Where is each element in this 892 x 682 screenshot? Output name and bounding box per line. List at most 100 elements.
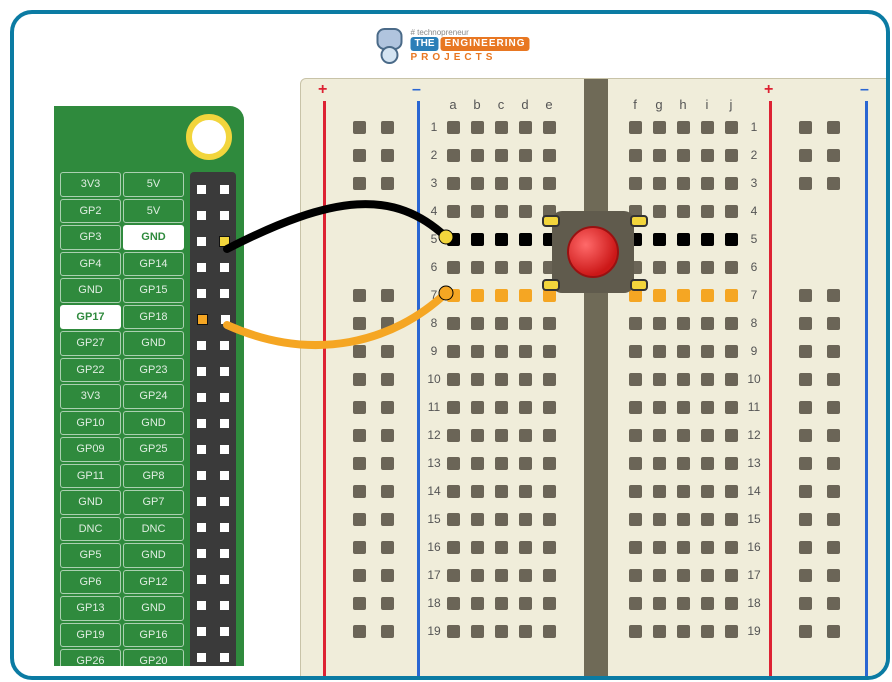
breadboard-hole [353,177,366,190]
breadboard-hole [519,317,532,330]
row-number: 19 [425,624,443,638]
breadboard-hole [653,289,666,302]
breadboard-hole [353,569,366,582]
breadboard-hole [827,485,840,498]
breadboard-hole [471,569,484,582]
breadboard-hole [701,429,714,442]
breadboard-hole [381,289,394,302]
breadboard-hole [701,569,714,582]
pin-label-GP18: GP18 [123,305,184,330]
row-number: 7 [425,288,443,302]
breadboard-hole [725,625,738,638]
pin-label-GND: GND [123,331,184,356]
row-number: 2 [425,148,443,162]
breadboard-hole [471,149,484,162]
breadboard-hole [653,149,666,162]
breadboard-hole [629,401,642,414]
breadboard-hole [799,317,812,330]
breadboard-hole [629,177,642,190]
breadboard-hole [543,597,556,610]
pin-label-GP24: GP24 [123,384,184,409]
pin-label-GP17: GP17 [60,305,121,330]
pin-label-GND: GND [123,543,184,568]
breadboard-hole [495,261,508,274]
breadboard-hole [471,485,484,498]
row-number: 3 [425,176,443,190]
breadboard-hole [827,121,840,134]
breadboard-hole [471,625,484,638]
breadboard-hole [827,177,840,190]
breadboard-hole [701,373,714,386]
breadboard-hole [495,289,508,302]
row-number: 3 [745,176,763,190]
breadboard-hole [495,373,508,386]
pin-label-3V3: 3V3 [60,172,121,197]
pin-label-GND: GND [60,278,121,303]
rail-symbol: + [318,81,327,99]
breadboard-hole [653,401,666,414]
column-label: g [651,97,667,112]
breadboard-hole [447,625,460,638]
row-number: 1 [425,120,443,134]
breadboard-hole [519,485,532,498]
breadboard-hole [495,625,508,638]
breadboard-hole [629,541,642,554]
pin-label-DNC: DNC [60,517,121,542]
breadboard-hole [447,457,460,470]
breadboard-hole [471,513,484,526]
breadboard-hole [629,485,642,498]
breadboard-hole [447,317,460,330]
breadboard-hole [799,569,812,582]
breadboard-hole [447,569,460,582]
pin-label-GP12: GP12 [123,570,184,595]
breadboard-hole [381,457,394,470]
power-rail-line [417,101,420,679]
breadboard-hole [471,541,484,554]
row-number: 9 [425,344,443,358]
breadboard-hole [471,429,484,442]
breadboard-hole [495,485,508,498]
breadboard-hole [543,569,556,582]
breadboard-hole [653,345,666,358]
power-rail-line [865,101,868,679]
row-number: 11 [745,400,763,414]
row-number: 6 [425,260,443,274]
pin-label-GP20: GP20 [123,649,184,666]
row-number: 9 [745,344,763,358]
breadboard-hole [701,597,714,610]
breadboard-hole [827,289,840,302]
breadboard-hole [471,597,484,610]
row-number: 16 [425,540,443,554]
breadboard-hole [725,429,738,442]
breadboard-hole [353,457,366,470]
row-number: 18 [745,596,763,610]
row-number: 6 [745,260,763,274]
breadboard-hole [725,205,738,218]
pin-label-GP25: GP25 [123,437,184,462]
breadboard-hole [701,289,714,302]
breadboard-hole [653,317,666,330]
pin-label-GP09: GP09 [60,437,121,462]
breadboard-hole [701,205,714,218]
breadboard-center-channel [584,79,608,680]
breadboard-hole [799,597,812,610]
breadboard-hole [447,485,460,498]
breadboard-hole [677,401,690,414]
breadboard-hole [519,177,532,190]
breadboard-hole [471,457,484,470]
breadboard-hole [543,121,556,134]
breadboard-hole [519,541,532,554]
breadboard-hole [653,513,666,526]
breadboard-hole [799,457,812,470]
breadboard-hole [519,401,532,414]
breadboard-hole [495,233,508,246]
breadboard-hole [725,485,738,498]
breadboard-hole [353,429,366,442]
gpio-pin-labels: 3V35VGP25VGP3GNDGP4GP14GNDGP15GP17GP18GP… [60,172,184,666]
row-number: 15 [425,512,443,526]
breadboard-hole [381,121,394,134]
breadboard-hole [447,289,460,302]
breadboard-hole [799,513,812,526]
breadboard-hole [725,149,738,162]
breadboard-hole [677,233,690,246]
